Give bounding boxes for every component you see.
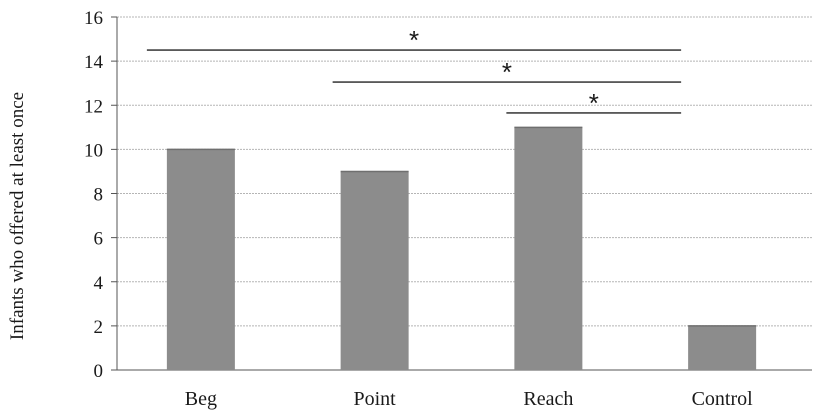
significance-star: *	[589, 88, 599, 118]
x-tick-labels: Beg Point Reach Control	[185, 388, 753, 410]
significance-brackets: * * *	[146, 25, 682, 118]
x-tick-label-point: Point	[354, 388, 397, 410]
y-axis-title: Infants who offered at least once	[7, 92, 28, 340]
y-tick-label: 0	[94, 361, 104, 382]
y-tick-labels: 0 2 4 6 8 10 12 14 16	[84, 8, 104, 382]
y-tick-label: 16	[84, 8, 103, 29]
y-tick-label: 4	[94, 273, 104, 294]
bar-reach	[514, 127, 583, 370]
y-tick-label: 10	[84, 140, 103, 161]
y-tick-label: 6	[94, 229, 104, 250]
y-tick-label: 8	[94, 185, 104, 206]
bar-point	[340, 171, 409, 370]
x-tick-label-beg: Beg	[185, 388, 217, 410]
y-tick-label: 2	[94, 317, 104, 338]
x-tick-label-reach: Reach	[523, 388, 573, 410]
bar-beg	[166, 149, 235, 370]
x-tick-label-control: Control	[692, 388, 754, 410]
y-tick-label: 14	[84, 52, 104, 73]
y-tick-label: 12	[84, 96, 103, 117]
bars	[166, 126, 757, 370]
significance-star: *	[409, 25, 419, 55]
significance-star: *	[502, 57, 512, 87]
bar-control	[688, 325, 757, 370]
